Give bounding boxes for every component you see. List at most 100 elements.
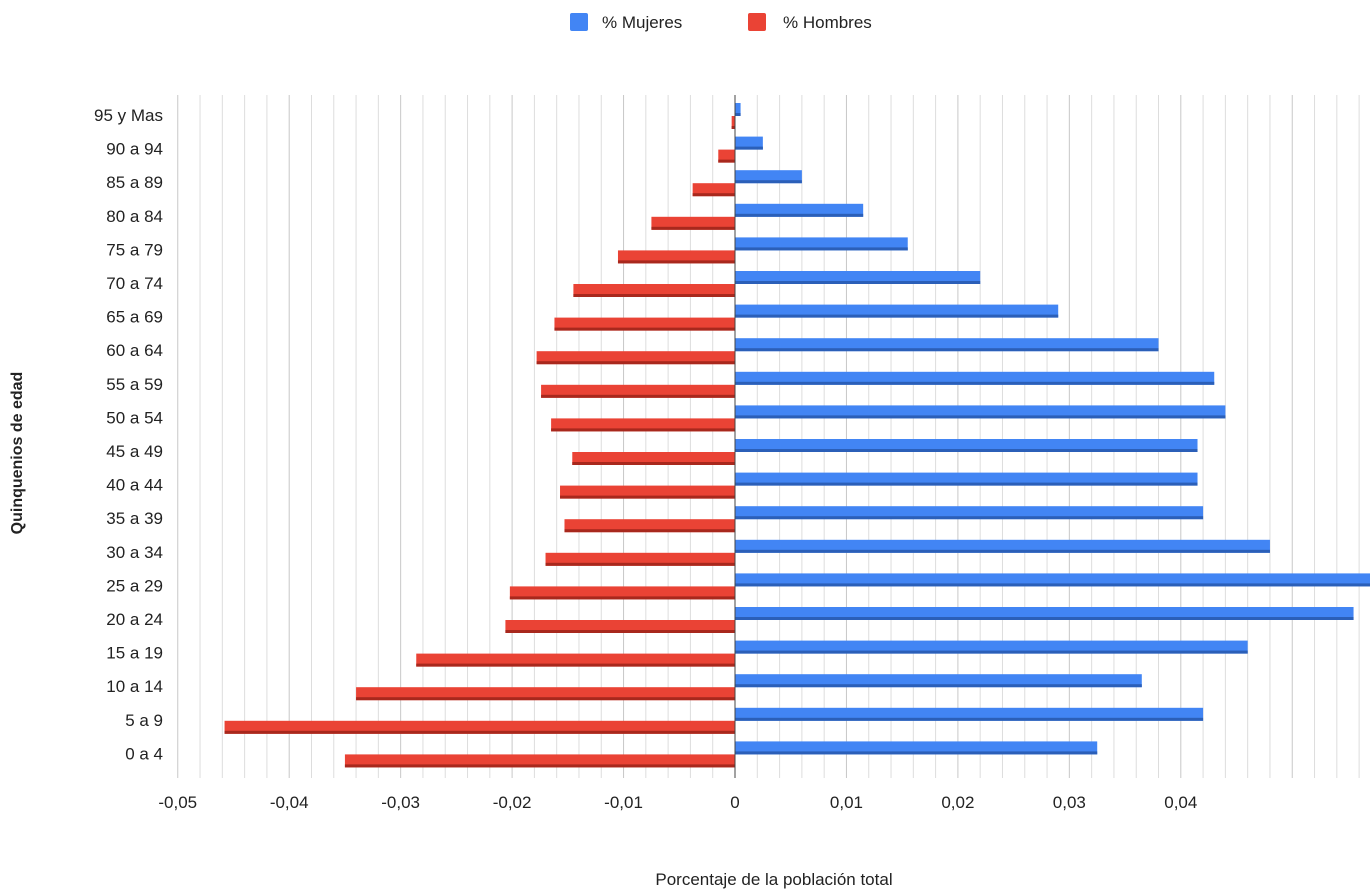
bar-fill: [735, 439, 1198, 452]
y-tick-label: 95 y Mas: [94, 106, 163, 125]
bar-shade: [545, 562, 735, 566]
bar-fill: [735, 271, 981, 284]
bar-hombres: [573, 284, 735, 297]
bar-shade: [560, 495, 735, 499]
bar-shade: [416, 663, 735, 667]
bar-mujeres: [735, 103, 741, 116]
y-tick-label: 45 a 49: [106, 442, 163, 461]
y-tick-label: 70 a 74: [106, 274, 163, 293]
bar-mujeres: [735, 506, 1204, 520]
legend-swatch-mujeres: [570, 13, 588, 31]
bar-fill: [617, 250, 735, 264]
bar-shade: [505, 630, 735, 633]
x-tick-label: -0,02: [493, 793, 532, 812]
bar-hombres: [731, 116, 735, 129]
bar-mujeres: [735, 539, 1270, 553]
bar-shade: [718, 159, 735, 163]
bar-shade: [735, 684, 1142, 688]
bar-fill: [560, 485, 735, 499]
bar-hombres: [560, 485, 735, 499]
bar-shade: [735, 751, 1098, 755]
y-tick-label: 40 a 44: [106, 476, 163, 495]
y-tick-label: 75 a 79: [106, 240, 163, 259]
x-tick-label: -0,05: [158, 793, 197, 812]
bar-shade: [735, 482, 1198, 486]
bar-fill: [735, 405, 1226, 419]
bar-shade: [735, 583, 1370, 587]
bar-fill: [224, 720, 735, 734]
bar-fill: [651, 216, 735, 230]
x-tick-label: 0,02: [941, 793, 974, 812]
bar-shade: [554, 327, 735, 331]
bar-shade: [651, 226, 735, 230]
y-tick-label: 55 a 59: [106, 375, 163, 394]
legend: % Mujeres % Hombres: [570, 13, 872, 32]
x-tick-label: 0,03: [1053, 793, 1086, 812]
bar-fill: [735, 371, 1215, 385]
bar-shade: [541, 394, 735, 398]
y-tick-label: 35 a 39: [106, 509, 163, 528]
bar-fill: [416, 653, 735, 667]
bar-mujeres: [735, 674, 1142, 688]
bar-fill: [735, 607, 1354, 620]
y-tick-label: 50 a 54: [106, 408, 163, 427]
bar-fill: [356, 687, 735, 701]
bar-shade: [564, 529, 735, 533]
bar-shade: [536, 361, 735, 365]
bar-shade: [617, 260, 735, 264]
x-tick-label: 0: [730, 793, 739, 812]
bar-shade: [735, 213, 864, 217]
bar-fill: [735, 472, 1198, 486]
bar-fill: [735, 237, 908, 251]
bar-fill: [735, 203, 864, 217]
legend-label-hombres: % Hombres: [783, 13, 872, 32]
bar-hombres: [224, 720, 735, 734]
bar-mujeres: [735, 439, 1198, 452]
bar-mujeres: [735, 405, 1226, 419]
bar-fill: [718, 149, 735, 163]
bar-hombres: [572, 452, 735, 465]
y-tick-label: 30 a 34: [106, 543, 163, 562]
bar-fill: [735, 741, 1098, 755]
y-tick-label: 20 a 24: [106, 610, 163, 629]
bar-fill: [554, 317, 735, 331]
bar-fill: [735, 539, 1270, 553]
legend-swatch-hombres: [748, 13, 766, 31]
bar-mujeres: [735, 237, 908, 251]
bar-shade: [735, 516, 1204, 520]
bar-shade: [735, 247, 908, 251]
y-tick-label: 5 a 9: [125, 711, 163, 730]
x-tick-label: -0,03: [381, 793, 420, 812]
bar-shade: [551, 428, 735, 432]
bar-shade: [735, 348, 1159, 352]
bar-mujeres: [735, 271, 981, 284]
bar-hombres: [536, 351, 735, 365]
bar-hombres: [692, 183, 735, 197]
bars-layer: [224, 95, 1370, 778]
bar-fill: [505, 620, 735, 633]
legend-label-mujeres: % Mujeres: [602, 13, 682, 32]
bar-hombres: [344, 754, 735, 768]
bar-mujeres: [735, 136, 763, 150]
bar-mujeres: [735, 170, 802, 184]
bar-hombres: [651, 216, 735, 230]
y-tick-label: 85 a 89: [106, 173, 163, 192]
bar-shade: [735, 281, 981, 284]
bar-shade: [572, 462, 735, 465]
bar-mujeres: [735, 338, 1159, 352]
y-axis-title: Quinquenios de edad: [9, 372, 26, 535]
bar-shade: [573, 294, 735, 297]
bar-mujeres: [735, 741, 1098, 755]
bar-shade: [735, 549, 1270, 553]
bar-hombres: [617, 250, 735, 264]
bar-mujeres: [735, 573, 1370, 587]
bar-hombres: [545, 552, 735, 566]
y-tick-label: 15 a 19: [106, 644, 163, 663]
y-tick-label: 10 a 14: [106, 677, 163, 696]
bar-hombres: [554, 317, 735, 331]
bar-shade: [735, 449, 1198, 452]
bar-fill: [735, 103, 741, 116]
bar-mujeres: [735, 371, 1215, 385]
bar-fill: [735, 640, 1248, 654]
